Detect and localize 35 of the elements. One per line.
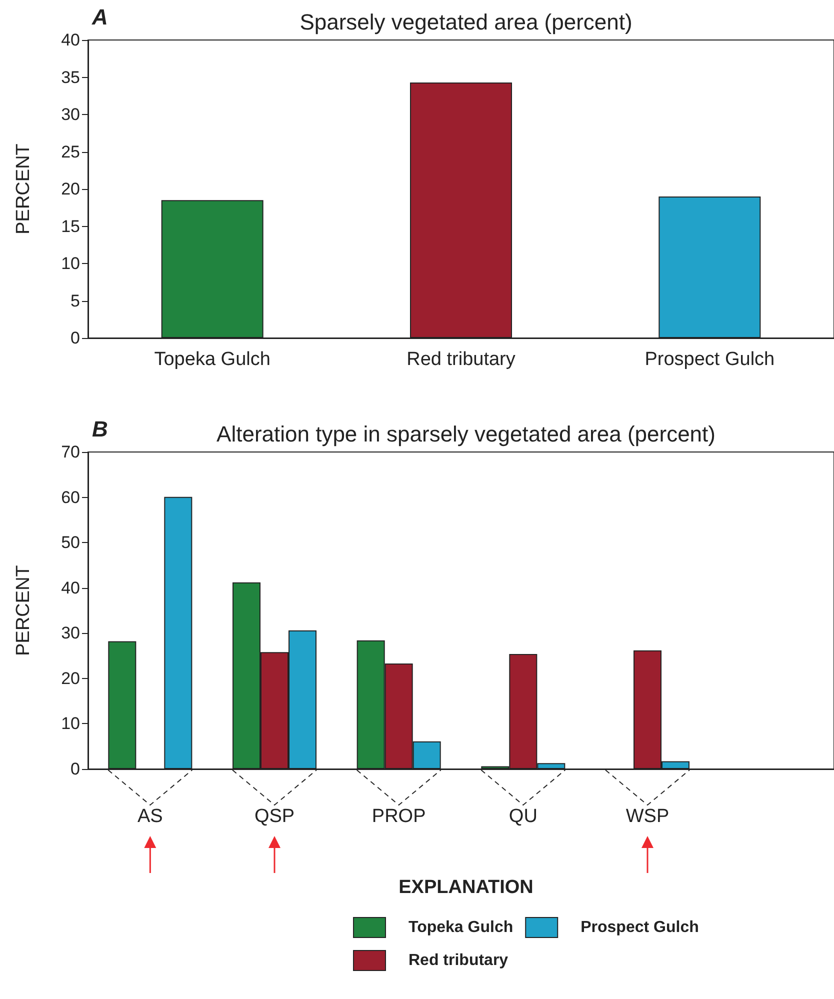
legend-label: Red tributary <box>408 952 508 969</box>
y-tick-label: 70 <box>61 442 80 462</box>
x-tick-label: QSP <box>254 806 295 827</box>
x-tick-label: Topeka Gulch <box>154 349 270 370</box>
y-tick-label: 10 <box>61 254 80 273</box>
y-axis-title: PERCENT <box>13 564 34 656</box>
y-tick-label: 20 <box>61 180 80 198</box>
x-tick-label: WSP <box>626 806 670 827</box>
legend-label: Prospect Gulch <box>580 919 699 936</box>
y-tick-label: 30 <box>61 105 80 124</box>
text: B <box>92 416 108 442</box>
y-tick-label: 15 <box>61 216 80 236</box>
legend-title: EXPLANATION <box>398 877 534 898</box>
chart-title: Alteration type in sparsely vegetated area (percent) <box>216 422 716 446</box>
y-tick-label: 50 <box>61 533 80 552</box>
y-tick-label: 40 <box>61 578 80 598</box>
y-tick-label: 20 <box>61 668 80 688</box>
y-tick-label: 0 <box>70 328 80 348</box>
y-tick-label: 40 <box>61 30 80 50</box>
y-tick-label: 30 <box>61 624 80 643</box>
y-tick-label: 0 <box>70 760 80 778</box>
legend-label: Topeka Gulch <box>408 919 514 936</box>
y-tick-label: 25 <box>61 142 80 162</box>
chart-title: Sparsely vegetated area (percent) <box>300 10 632 34</box>
y-tick-label: 35 <box>61 68 80 87</box>
x-tick-label: Red tributary <box>406 349 516 370</box>
y-tick-label: 10 <box>61 714 80 734</box>
y-axis-title: PERCENT <box>13 143 34 234</box>
x-tick-label: QU <box>508 806 538 827</box>
x-tick-label: AS <box>137 806 163 827</box>
y-tick-label: 5 <box>70 291 80 310</box>
x-tick-label: PROP <box>372 806 426 827</box>
y-tick-label: 60 <box>61 488 80 507</box>
x-tick-label: Prospect Gulch <box>644 349 775 370</box>
text: A <box>91 4 108 30</box>
